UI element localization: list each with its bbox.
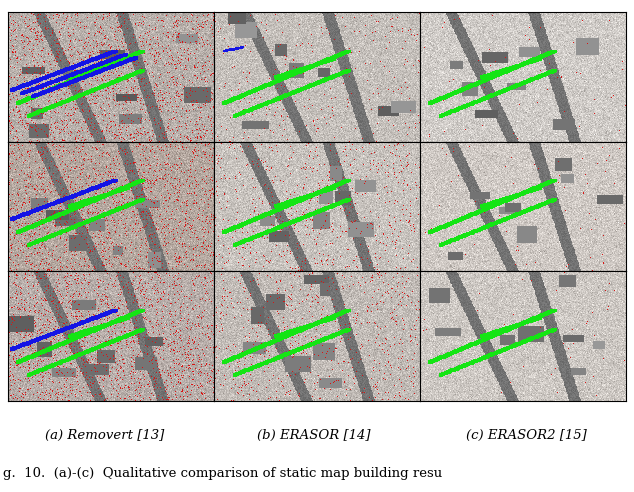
Text: (c) ERASOR2 [15]: (c) ERASOR2 [15]: [466, 429, 586, 442]
Text: (b) ERASOR [14]: (b) ERASOR [14]: [257, 429, 371, 442]
Text: g.  10.  (a)-(c)  Qualitative comparison of static map building resu: g. 10. (a)-(c) Qualitative comparison of…: [3, 467, 443, 480]
Text: (a) Removert [13]: (a) Removert [13]: [45, 429, 164, 442]
